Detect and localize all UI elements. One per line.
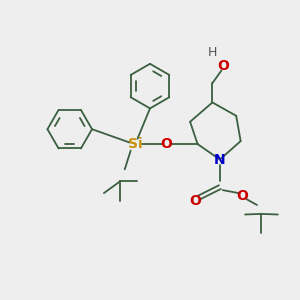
Text: O: O [236,189,248,203]
Text: O: O [190,194,201,208]
Text: N: N [214,152,226,167]
Text: Si: Si [128,137,142,151]
Text: O: O [160,137,172,151]
Text: O: O [218,59,230,73]
Text: H: H [208,46,217,59]
